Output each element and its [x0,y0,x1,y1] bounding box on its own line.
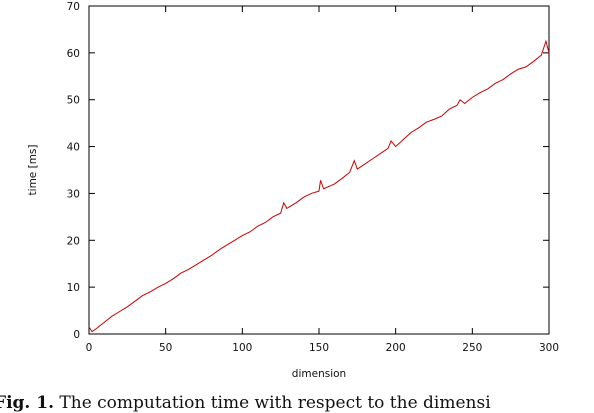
figure-caption: Fig. 1. The computation time with respec… [0,393,491,413]
x-axis: 0 50 100 150 200 250 300 [86,6,559,354]
caption-text: The computation time with respect to the… [59,393,491,413]
y-tick-label: 20 [67,235,80,247]
x-tick-label: 300 [539,342,559,354]
x-tick-label: 100 [232,342,252,354]
x-tick-label: 0 [86,342,93,354]
y-axis-label: time [ms] [27,145,39,196]
y-tick-label: 30 [67,188,80,200]
caption-label: Fig. 1. [0,393,54,413]
y-tick-label: 10 [67,282,80,294]
y-tick-label: 50 [67,95,80,107]
y-tick-label: 40 [67,142,80,154]
plot-frame [88,5,550,335]
x-tick-label: 200 [386,342,406,354]
x-tick-label: 150 [309,342,329,354]
y-tick-label: 60 [67,48,80,60]
y-tick-label: 70 [67,1,80,13]
y-axis: 0 10 20 30 40 50 60 70 [67,1,549,341]
x-tick-label: 50 [159,342,172,354]
series-line [88,39,550,333]
x-tick-label: 250 [462,342,482,354]
y-tick-label: 0 [73,329,80,341]
x-axis-label: dimension [292,368,346,380]
